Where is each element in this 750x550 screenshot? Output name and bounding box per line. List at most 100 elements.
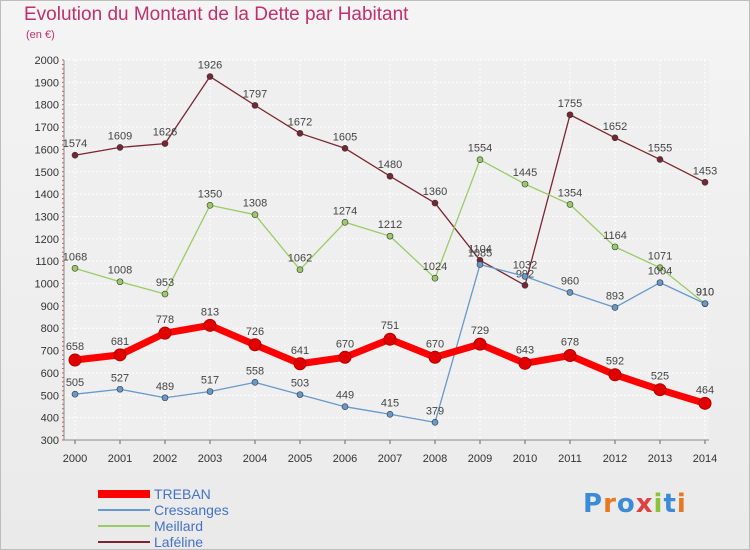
data-label-treban: 751 <box>381 320 399 332</box>
data-label-meillard: 910 <box>696 287 714 299</box>
y-tick-label: 2000 <box>35 55 59 67</box>
data-point-treban <box>563 349 577 363</box>
data-label-meillard: 1350 <box>198 188 222 200</box>
data-label-laf-line: 1797 <box>243 88 267 100</box>
data-label-cressanges: 415 <box>381 397 399 409</box>
data-label-cressanges: 558 <box>246 365 264 377</box>
logo-letter: i <box>676 489 687 519</box>
data-point-cressanges <box>611 304 619 311</box>
data-label-meillard: 1068 <box>63 251 87 263</box>
legend-label-meillard: Meillard <box>154 518 204 534</box>
data-point-treban <box>428 350 442 364</box>
data-label-treban: 643 <box>516 344 534 356</box>
data-label-treban: 658 <box>66 341 84 353</box>
x-tick-label: 2005 <box>288 453 312 465</box>
data-label-laf-line: 1555 <box>648 142 672 154</box>
data-label-treban: 641 <box>291 345 309 357</box>
data-point-laf-line <box>521 282 529 289</box>
x-tick-label: 2014 <box>693 453 717 465</box>
y-tick-label: 1300 <box>35 211 59 223</box>
data-point-laf-line <box>71 151 79 159</box>
data-point-meillard <box>251 211 259 218</box>
data-label-meillard: 1008 <box>108 265 132 277</box>
data-label-meillard: 1554 <box>468 143 492 155</box>
data-label-cressanges: 910 <box>696 287 714 299</box>
data-point-cressanges <box>71 390 79 398</box>
data-point-meillard <box>206 201 214 209</box>
data-label-meillard: 953 <box>156 277 174 289</box>
data-label-cressanges: 449 <box>336 390 354 402</box>
data-label-cressanges: 503 <box>291 378 309 390</box>
data-point-meillard <box>521 180 529 188</box>
x-tick-label: 2004 <box>243 453 267 465</box>
data-point-laf-line <box>116 144 124 151</box>
data-label-laf-line: 1926 <box>198 60 222 72</box>
data-point-treban <box>608 368 622 382</box>
logo-letter: o <box>616 489 636 519</box>
x-tick-label: 2013 <box>648 453 672 465</box>
logo-letter: r <box>603 489 617 519</box>
data-point-treban <box>698 396 712 410</box>
data-label-laf-line: 1480 <box>378 159 402 171</box>
data-point-meillard <box>341 218 349 226</box>
data-label-treban: 525 <box>651 371 669 383</box>
logo-letter: x <box>635 489 654 519</box>
data-label-cressanges: 517 <box>201 374 219 386</box>
data-label-treban: 678 <box>561 337 579 349</box>
y-tick-label: 1000 <box>35 279 59 291</box>
data-point-laf-line <box>701 178 709 186</box>
x-tick-label: 2000 <box>63 453 87 465</box>
data-label-cressanges: 527 <box>111 372 129 384</box>
data-point-laf-line <box>611 134 619 142</box>
data-label-cressanges: 1085 <box>468 248 492 260</box>
y-tick-label: 1500 <box>35 167 59 179</box>
data-point-cressanges <box>701 300 709 307</box>
data-label-cressanges: 893 <box>606 290 624 302</box>
data-label-meillard: 1062 <box>288 253 312 265</box>
legend-swatch-treban <box>98 490 150 498</box>
data-label-treban: 726 <box>246 326 264 338</box>
y-tick-label: 1400 <box>35 189 59 201</box>
data-point-meillard <box>611 243 619 251</box>
data-point-cressanges <box>656 279 664 286</box>
data-label-meillard: 1354 <box>558 187 582 199</box>
data-label-laf-line: 1605 <box>333 131 357 143</box>
data-point-meillard <box>116 278 124 286</box>
data-label-laf-line: 1672 <box>288 116 312 128</box>
y-tick-label: 1200 <box>35 234 59 246</box>
data-point-cressanges <box>116 385 124 393</box>
data-label-treban: 681 <box>111 336 129 348</box>
data-point-treban <box>203 318 217 332</box>
data-label-cressanges: 960 <box>561 275 579 287</box>
data-label-treban: 592 <box>606 356 624 368</box>
data-label-laf-line: 1609 <box>108 130 132 142</box>
data-point-laf-line <box>206 73 214 80</box>
data-point-treban <box>383 332 397 346</box>
legend-swatch-laf-line <box>98 541 150 543</box>
legend-swatch-cressanges <box>98 509 150 511</box>
data-point-cressanges <box>206 388 214 395</box>
chart-title: Evolution du Montant de la Dette par Hab… <box>24 4 409 25</box>
data-label-meillard: 1164 <box>603 230 627 242</box>
legend-label-cressanges: Cressanges <box>154 502 229 518</box>
data-label-meillard: 1445 <box>513 167 537 179</box>
data-point-treban <box>113 348 127 362</box>
data-point-treban <box>68 353 82 367</box>
y-tick-label: 1100 <box>35 256 59 268</box>
data-point-treban <box>653 383 667 397</box>
x-tick-label: 2010 <box>513 453 537 465</box>
data-label-cressanges: 379 <box>426 405 444 417</box>
data-label-treban: 813 <box>201 306 219 318</box>
data-point-laf-line <box>431 199 439 207</box>
y-tick-label: 500 <box>41 390 59 402</box>
data-label-cressanges: 1004 <box>648 266 672 278</box>
data-label-cressanges: 505 <box>66 377 84 389</box>
data-label-meillard: 1274 <box>333 205 357 217</box>
data-point-cressanges <box>521 273 529 280</box>
legend-label-treban: TREBAN <box>154 486 211 502</box>
legend-label-laf-line: Laféline <box>154 534 204 550</box>
data-point-laf-line <box>566 111 574 119</box>
data-label-laf-line: 1626 <box>153 127 177 139</box>
data-label-treban: 729 <box>471 325 489 337</box>
data-point-treban <box>338 350 352 364</box>
